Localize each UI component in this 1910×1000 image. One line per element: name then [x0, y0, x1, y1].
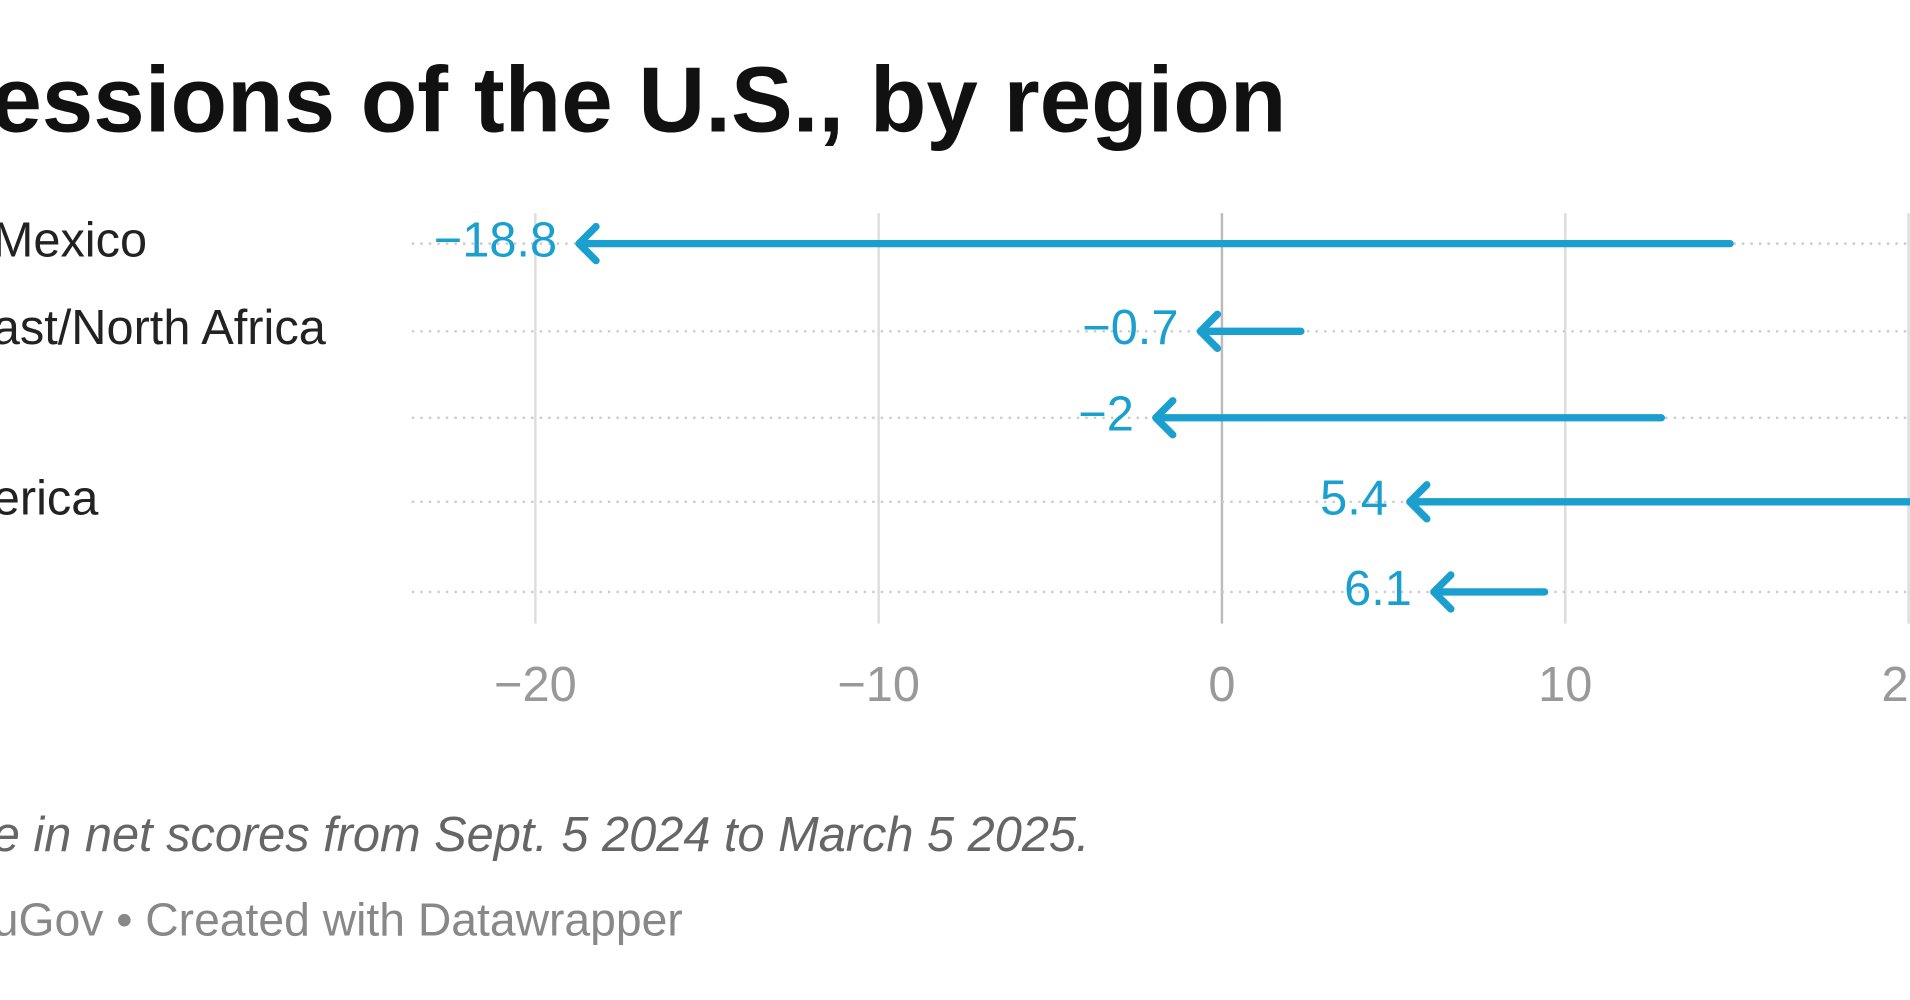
source: uGov • Created with Datawrapper — [0, 893, 683, 945]
row-label: ast/North Africa — [0, 301, 327, 355]
value-label: −18.8 — [434, 213, 557, 267]
row-label: Mexico — [0, 213, 147, 267]
chart-title: essions of the U.S., by region — [0, 48, 1286, 152]
arrow-head — [1196, 310, 1222, 353]
x-tick-label: 0 — [1208, 658, 1235, 712]
arrow-head — [575, 222, 600, 265]
arrow-head — [1406, 481, 1431, 523]
x-tick-label: 20 — [1881, 658, 1910, 712]
value-label: −2 — [1078, 388, 1134, 442]
value-label: 5.4 — [1320, 472, 1388, 526]
arrow-head — [1430, 571, 1455, 613]
x-tick-label: 10 — [1538, 658, 1592, 712]
value-label: 6.1 — [1344, 562, 1412, 616]
row-label: erica — [0, 472, 99, 526]
x-tick-label: −20 — [494, 658, 577, 712]
x-tick-label: −10 — [837, 658, 920, 712]
value-label: −0.7 — [1082, 301, 1178, 355]
footnote: e in net scores from Sept. 5 2024 to Mar… — [0, 808, 1090, 862]
arrow-head — [1152, 397, 1177, 439]
